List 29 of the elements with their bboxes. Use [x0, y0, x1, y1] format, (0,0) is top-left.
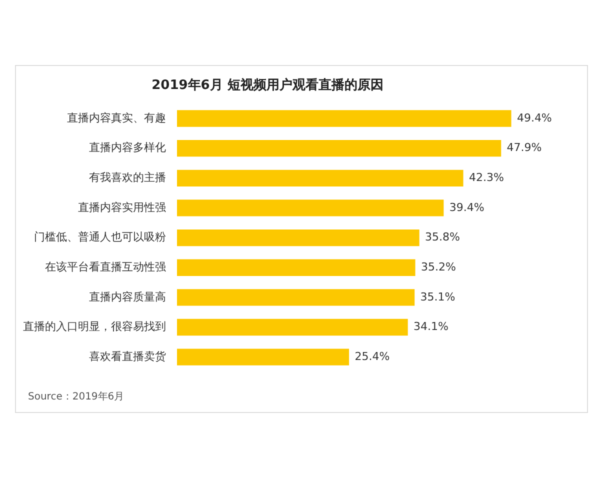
data-label: 35.2% — [420, 260, 456, 274]
y-tick-label: 有我喜欢的主播 — [89, 171, 166, 184]
y-tick-label: 直播内容多样化 — [89, 141, 166, 154]
data-label: 34.1% — [414, 320, 448, 334]
y-tick-label: 直播内容实用性强 — [78, 200, 166, 214]
y-tick-label: 直播的入口明显，很容易找到 — [23, 320, 166, 334]
data-label: 42.3% — [468, 171, 504, 184]
bar — [177, 229, 420, 246]
bar — [177, 289, 415, 306]
data-label: 47.9% — [506, 141, 542, 154]
data-label: 25.4% — [354, 350, 390, 363]
data-label: 49.4% — [516, 111, 552, 124]
bar — [177, 140, 502, 157]
data-label: 35.8% — [425, 230, 460, 244]
chart-title: 2019年6月 短视频用户观看直播的原因 — [152, 77, 384, 94]
y-tick-label: 直播内容真实、有趣 — [67, 111, 166, 124]
source-note: Source：2019年6月 — [28, 390, 124, 403]
bar — [177, 110, 512, 127]
y-tick-label: 喜欢看直播卖货 — [89, 350, 166, 363]
bar — [177, 200, 444, 216]
bar — [177, 259, 416, 276]
data-label: 35.1% — [420, 290, 456, 304]
y-tick-label: 门槛低、普通人也可以吸粉 — [34, 230, 166, 244]
bar — [177, 318, 408, 336]
y-tick-label: 直播内容质量高 — [89, 290, 166, 304]
y-tick-label: 在该平台看直播互动性强 — [45, 260, 166, 274]
bar — [177, 348, 350, 366]
data-label: 39.4% — [449, 200, 484, 214]
bar — [177, 170, 464, 186]
